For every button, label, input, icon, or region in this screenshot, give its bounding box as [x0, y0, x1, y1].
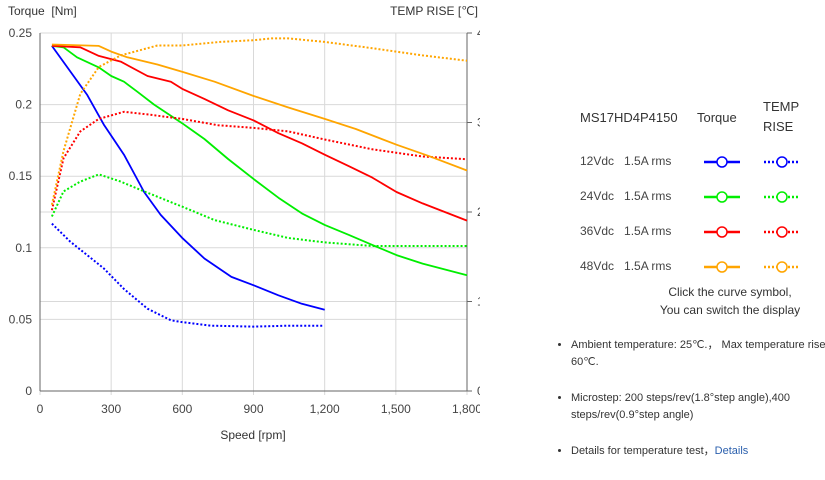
- legend-row: 48Vdc 1.5A rms: [580, 259, 671, 273]
- series-line-0[interactable]: [51, 45, 325, 311]
- legend-current: 1.5A rms: [624, 154, 672, 168]
- tick-labels: 0 300 600 900 1,200 1,500 1,80000.050.10.150.2…: [9, 26, 480, 416]
- legend-model: MS17HD4P4150: [580, 110, 678, 125]
- y2-axis-title: TEMP RISE [℃]: [390, 4, 478, 18]
- x-tick-label: 0: [37, 402, 44, 416]
- y-axis-title: Torque [Nm]: [8, 4, 77, 18]
- legend-circle-icon: [716, 191, 728, 203]
- series-line-4[interactable]: [51, 45, 468, 222]
- note-details-text: Details for temperature test，: [571, 445, 715, 457]
- series-line-5[interactable]: [50, 110, 468, 211]
- series-line-7[interactable]: [50, 37, 468, 206]
- y2-tick-label: 20: [477, 205, 480, 219]
- x-tick-label: 1,800: [452, 402, 480, 416]
- legend-torque-symbol-3[interactable]: [704, 260, 742, 274]
- legend-temp-symbol-2[interactable]: [764, 225, 802, 239]
- y-tick-label: 0.1: [15, 241, 32, 255]
- legend-current: 1.5A rms: [624, 259, 672, 273]
- legend-circle-icon: [776, 226, 788, 238]
- legend-circle-icon: [776, 261, 788, 273]
- note-details: Details for temperature test，Details: [571, 443, 825, 460]
- y2-tick-label: 0: [477, 384, 480, 398]
- legend-current: 1.5A rms: [624, 189, 672, 203]
- note-ambient: Ambient temperature: 25℃.， Max temperatu…: [571, 337, 825, 370]
- x-tick-label: 1,200: [310, 402, 340, 416]
- legend-temp-header-1: TEMP: [763, 99, 800, 114]
- y-tick-label: 0.25: [9, 26, 33, 40]
- legend-circle-icon: [776, 156, 788, 168]
- x-tick-label: 600: [172, 402, 192, 416]
- legend-hint-2: You can switch the display: [659, 303, 801, 317]
- legend-row: 12Vdc 1.5A rms: [580, 154, 671, 168]
- series-line-6[interactable]: [51, 43, 468, 172]
- y-tick-label: 0.05: [9, 312, 33, 326]
- grid: [39, 32, 472, 395]
- series-line-1[interactable]: [51, 222, 324, 328]
- legend-circle-icon: [776, 191, 788, 203]
- legend-current: 1.5A rms: [624, 224, 672, 238]
- legend-voltage: 48Vdc: [580, 259, 615, 273]
- legend-circle-icon: [716, 156, 728, 168]
- y2-tick-label: 10: [477, 295, 480, 309]
- notes-list: Ambient temperature: 25℃.， Max temperatu…: [556, 337, 825, 480]
- legend-temp-symbol-1[interactable]: [764, 190, 802, 204]
- y-tick-label: 0.15: [9, 169, 33, 183]
- legend-hint-1: Click the curve symbol,: [668, 285, 792, 299]
- legend-circle-icon: [716, 226, 728, 238]
- legend-voltage: 36Vdc: [580, 224, 615, 238]
- details-link[interactable]: Details: [714, 445, 749, 457]
- series-group: [50, 37, 468, 328]
- series-line-2[interactable]: [51, 45, 468, 277]
- legend-torque-symbol-2[interactable]: [704, 225, 742, 239]
- legend-row: 36Vdc 1.5A rms: [580, 224, 671, 238]
- legend-voltage: 24Vdc: [580, 189, 615, 203]
- y-tick-label: 0: [25, 384, 32, 398]
- x-tick-label: 1,500: [381, 402, 411, 416]
- x-tick-label: 900: [243, 402, 263, 416]
- y2-tick-label: 40: [477, 26, 480, 40]
- note-microstep: Microstep: 200 steps/rev(1.8°step angle)…: [571, 390, 825, 423]
- legend-temp-symbol-0[interactable]: [764, 155, 802, 169]
- series-line-3[interactable]: [50, 173, 467, 247]
- legend-temp-symbol-3[interactable]: [764, 260, 802, 274]
- legend-torque-symbol-1[interactable]: [704, 190, 742, 204]
- legend-torque-header: Torque: [697, 110, 737, 125]
- legend-row: 24Vdc 1.5A rms: [580, 189, 671, 203]
- legend-voltage: 12Vdc: [580, 154, 615, 168]
- x-tick-label: 300: [101, 402, 121, 416]
- x-axis-title: Speed [rpm]: [220, 428, 285, 442]
- y2-tick-label: 30: [477, 116, 480, 130]
- y-tick-label: 0.2: [15, 98, 32, 112]
- torque-temperature-chart: 0 300 600 900 1,200 1,500 1,80000.050.10.150.2…: [8, 4, 480, 442]
- legend-temp-header-2: RISE: [763, 119, 794, 134]
- legend-torque-symbol-0[interactable]: [704, 155, 742, 169]
- legend-circle-icon: [716, 261, 728, 273]
